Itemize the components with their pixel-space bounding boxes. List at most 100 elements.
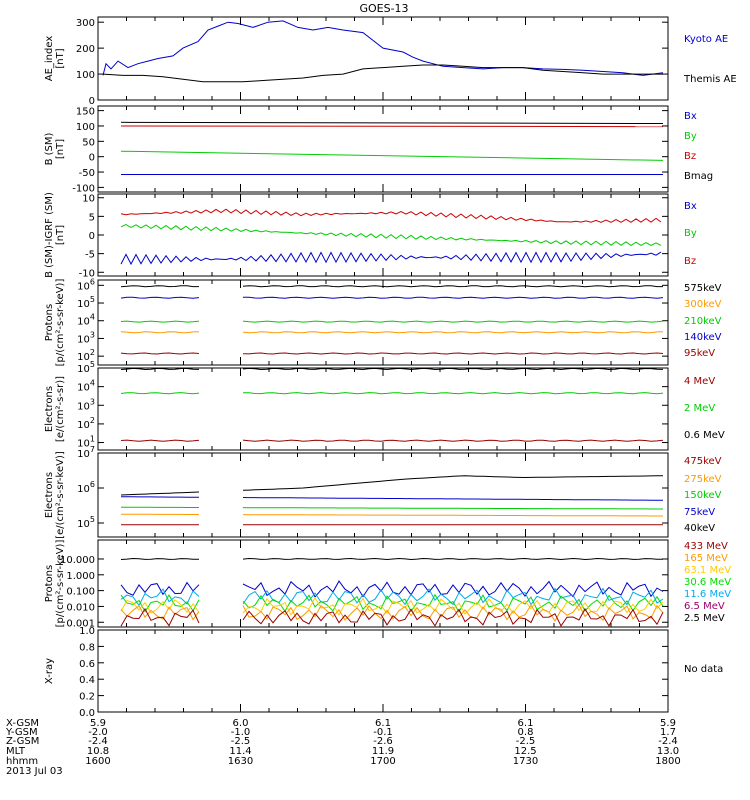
orbit-value: -2.4 xyxy=(658,736,678,747)
ytick-label: 105 xyxy=(77,515,95,530)
y-axis-label: Protons xyxy=(44,304,55,341)
series-line-140keV xyxy=(120,296,200,299)
y-axis-label: [e/(cm²-s-sr-keV)] xyxy=(55,451,66,539)
ytick-label: 150 xyxy=(76,107,95,118)
orbit-value: -2.5 xyxy=(231,736,251,747)
legend-entry: Themis AE xyxy=(683,74,737,85)
series-line-11.6-MeV xyxy=(242,587,664,607)
y-axis-label: [nT] xyxy=(55,225,66,245)
series-line-4-MeV xyxy=(242,439,664,442)
chart-title: GOES-13 xyxy=(359,2,408,15)
legend-entry: 4 MeV xyxy=(684,376,715,387)
orbit-value: 11.9 xyxy=(372,746,394,757)
ytick-label: 102 xyxy=(77,416,95,431)
legend-entry: 300keV xyxy=(684,299,722,310)
legend-entry: Bx xyxy=(684,111,697,122)
panel-frame-protons_low xyxy=(97,279,669,366)
series-line-2.5-MeV xyxy=(242,557,663,561)
legend-entry: 40keV xyxy=(684,523,715,534)
ytick-label: 300 xyxy=(76,18,95,29)
series-line-6.5-MeV xyxy=(120,581,200,596)
orbit-value: -1.0 xyxy=(231,727,251,738)
series-line-Bz xyxy=(120,208,662,223)
series-line-433-MeV xyxy=(242,607,664,627)
legend-entry: By xyxy=(684,131,697,142)
legend-entry: 150keV xyxy=(684,490,722,501)
series-line-6.5-MeV xyxy=(242,580,664,598)
legend-entry: 475keV xyxy=(684,456,722,467)
legend-entry: 6.5 MeV xyxy=(684,601,725,612)
series-line-By xyxy=(120,224,662,247)
orbit-row-label: MLT xyxy=(6,746,26,757)
y-axis-label: Electrons xyxy=(44,472,55,518)
ytick-label: 50 xyxy=(82,137,95,148)
ytick-label: 102 xyxy=(77,348,95,363)
series-line-575keV xyxy=(242,285,663,288)
series-line-95keV xyxy=(120,352,200,355)
orbit-value: 6.0 xyxy=(233,718,249,729)
legend-entry: 11.6 MeV xyxy=(684,589,731,600)
ytick-label: 100 xyxy=(76,122,95,133)
legend-entry: 275keV xyxy=(684,474,722,485)
legend-entry: 575keV xyxy=(684,283,722,294)
y-axis-label: [nT] xyxy=(55,48,66,68)
ytick-label: 10.000 xyxy=(60,555,95,566)
orbit-value: 12.5 xyxy=(514,746,536,757)
series-line-30.6-MeV xyxy=(242,593,664,613)
series-line-63.1-MeV xyxy=(120,599,200,614)
ytick-label: 10 xyxy=(82,194,95,205)
ytick-label: 0.010 xyxy=(66,602,95,613)
series-line-575keV xyxy=(120,285,199,288)
series-line-0.6-MeV xyxy=(120,367,200,371)
legend-entry: 165 MeV xyxy=(684,553,728,564)
ytick-label: 0.6 xyxy=(79,659,95,670)
series-line-75keV xyxy=(242,497,664,501)
panel-frame-bsm xyxy=(97,105,669,193)
legend-entry: 0.6 MeV xyxy=(684,430,725,441)
legend-entry: Kyoto AE xyxy=(684,34,728,45)
ytick-label: -10 xyxy=(79,268,95,279)
orbit-value: 5.9 xyxy=(90,718,106,729)
series-line-63.1-MeV xyxy=(242,596,664,616)
ytick-label: 0.001 xyxy=(66,618,95,629)
ytick-label: 0.0 xyxy=(79,708,95,719)
y-axis-label: AE_index xyxy=(44,36,55,82)
orbit-value: 6.1 xyxy=(375,718,391,729)
ytick-label: 105 xyxy=(77,295,95,310)
legend-entry: By xyxy=(684,228,697,239)
ytick-label: -100 xyxy=(72,183,95,194)
orbit-value: 10.8 xyxy=(87,746,109,757)
legend-entry: 140keV xyxy=(684,332,722,343)
ytick-label: -5 xyxy=(85,250,95,261)
panel-frame-bigrf xyxy=(97,193,669,277)
legend-entry: 30.6 MeV xyxy=(684,577,731,588)
series-line-0.6-MeV xyxy=(242,367,664,371)
legend-entry: 2.5 MeV xyxy=(684,613,725,624)
y-axis-label: Protons xyxy=(44,565,55,602)
series-line-275keV xyxy=(242,514,663,517)
legend-entry: 2 MeV xyxy=(684,403,715,414)
ytick-label: 104 xyxy=(77,313,95,328)
legend-entry: 63.1 MeV xyxy=(684,565,731,576)
ytick-label: 107 xyxy=(77,445,95,460)
series-line-300keV xyxy=(120,331,200,334)
orbit-value: 1.7 xyxy=(660,727,676,738)
ytick-label: 104 xyxy=(77,379,95,394)
y-axis-label: [p/(cm²-s-sr-keV)] xyxy=(55,540,66,628)
series-line-2-MeV xyxy=(120,392,200,395)
panel-frame-electrons_mev xyxy=(97,367,669,451)
orbit-value: -2.5 xyxy=(516,736,536,747)
orbit-value: 1700 xyxy=(370,756,395,767)
ytick-label: 105 xyxy=(77,360,95,375)
ytick-label: 103 xyxy=(77,330,95,345)
ytick-label: 103 xyxy=(77,397,95,412)
y-axis-label: B (SM)-IGRF (SM) xyxy=(44,192,55,278)
orbit-value: 0.8 xyxy=(518,727,534,738)
panel-frame-ae xyxy=(97,16,669,101)
ytick-label: 5 xyxy=(89,212,95,223)
series-line-40keV xyxy=(120,491,200,496)
ytick-label: 0.4 xyxy=(79,675,95,686)
series-line-Bx xyxy=(120,251,662,266)
y-axis-label: [p/(cm²-s-sr-keV)] xyxy=(55,279,66,367)
